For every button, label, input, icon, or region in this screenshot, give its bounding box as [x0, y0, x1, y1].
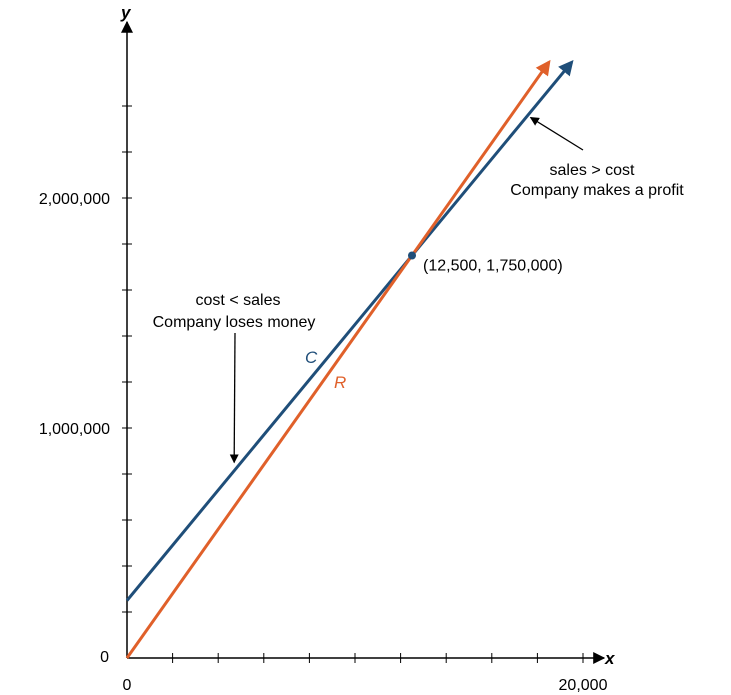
profit-annotation: sales > cost Company makes a profit	[510, 116, 684, 199]
axes: x y	[120, 3, 616, 668]
loss-annotation-arrow	[229, 332, 239, 464]
y-ticks	[122, 105, 132, 613]
loss-annotation: cost < sales Company loses money	[153, 292, 316, 464]
y-tick-label: 0	[100, 649, 109, 666]
series-label-r: R	[334, 373, 346, 392]
y-tick-label: 2,000,000	[39, 191, 110, 208]
y-tick-label: 1,000,000	[39, 421, 110, 438]
x-tick-label: 0	[123, 677, 132, 694]
profit-annotation-line-1: sales > cost	[550, 162, 635, 179]
loss-annotation-line-1: cost < sales	[196, 292, 281, 309]
y-axis-label: y	[120, 3, 132, 22]
x-axis-label: x	[604, 649, 616, 668]
series-lines: CR	[125, 59, 574, 659]
profit-annotation-arrow	[529, 116, 584, 151]
intersection-label: (12,500, 1,750,000)	[423, 258, 563, 275]
y-tick-labels: 0 1,000,000 2,000,000	[39, 191, 110, 666]
loss-annotation-line-2: Company loses money	[153, 314, 316, 331]
series-label-c: C	[305, 348, 318, 367]
intersection-point	[408, 251, 416, 260]
x-tick-labels: 0 20,000	[123, 677, 608, 694]
series-line-r	[125, 59, 551, 659]
series-line-c	[125, 59, 574, 602]
x-tick-label: 20,000	[559, 677, 608, 694]
x-ticks	[172, 653, 584, 663]
profit-annotation-line-2: Company makes a profit	[510, 182, 684, 199]
